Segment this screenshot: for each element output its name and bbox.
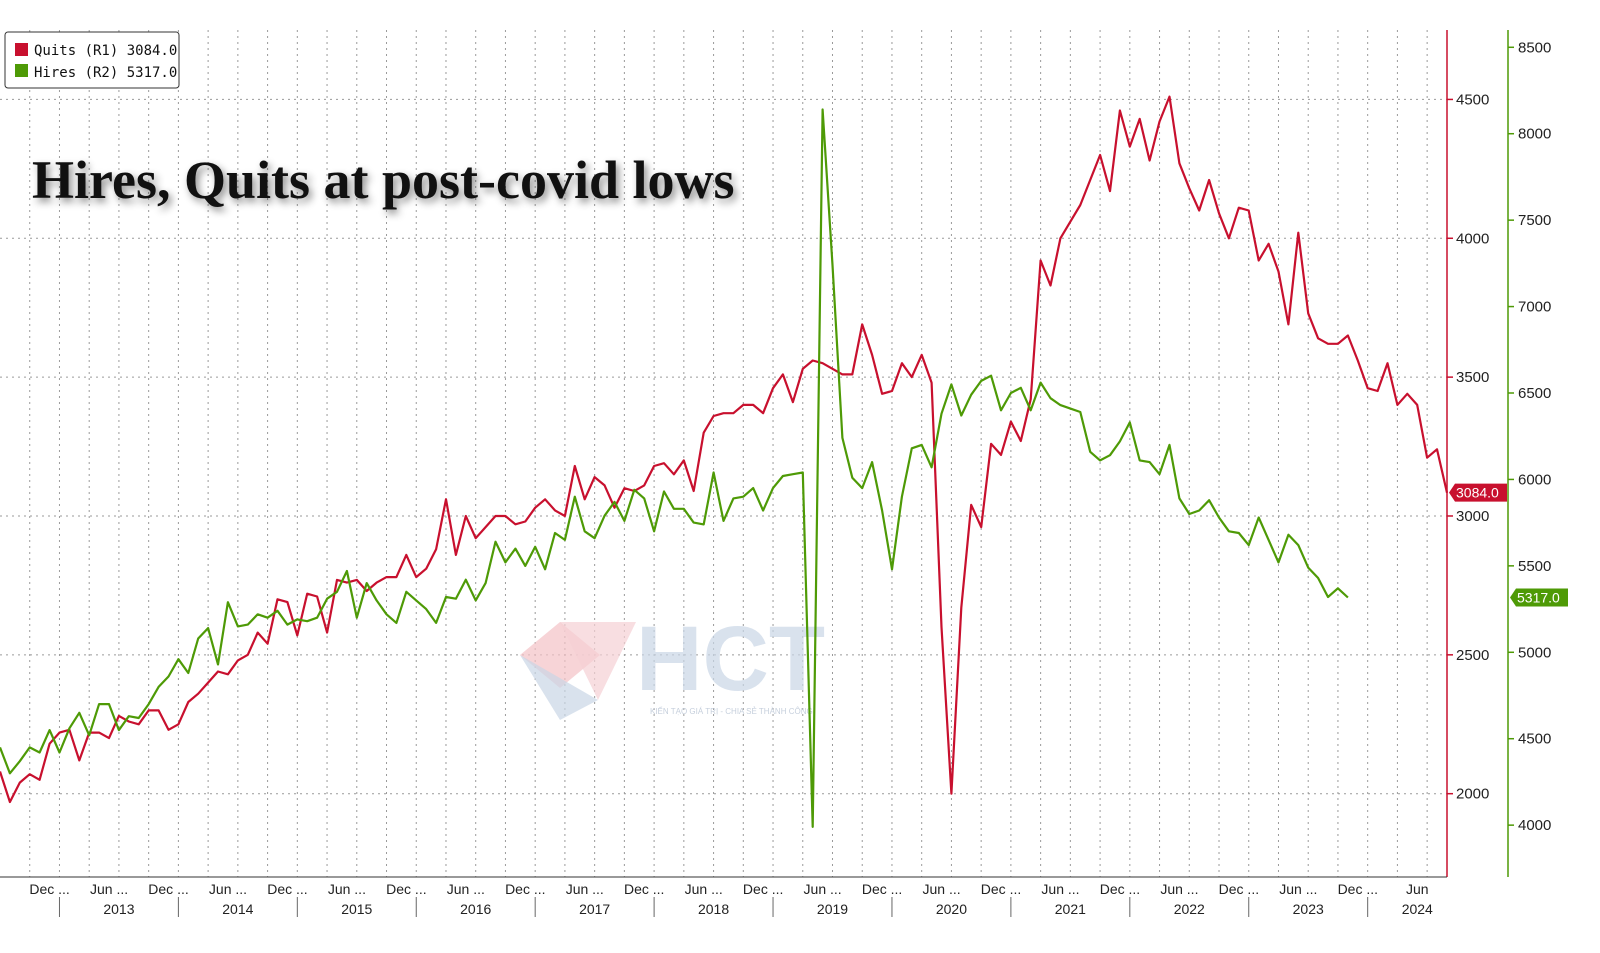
legend-box — [4, 31, 180, 89]
x-tick-label: Dec ... — [505, 881, 545, 897]
x-tick-label: Dec ... — [624, 881, 664, 897]
x-tick-label: Jun ... — [804, 881, 842, 897]
axis-r2-tick-label: 8500 — [1518, 39, 1551, 56]
legend-swatch-quits — [15, 43, 28, 56]
legend-swatch-hires — [15, 64, 28, 77]
series-layer — [0, 95, 1449, 829]
axis-r2-tick-label: 5000 — [1518, 644, 1551, 661]
x-tick-label: Dec ... — [1338, 881, 1378, 897]
x-tick-label: Dec ... — [981, 881, 1021, 897]
legend-label-quits: Quits (R1) 3084.0 — [34, 43, 177, 59]
legend-label-hires: Hires (R2) 5317.0 — [34, 65, 177, 81]
axis-r1-tick-label: 4000 — [1456, 230, 1489, 247]
x-year-label: 2019 — [817, 901, 848, 917]
quits-badge-label: 3084.0 — [1456, 485, 1499, 501]
x-tick-label: Jun ... — [209, 881, 247, 897]
x-tick-label: Dec ... — [862, 881, 902, 897]
watermark: HCT KIẾN TẠO GIÁ TRỊ - CHIA SẺ THÀNH CÔN… — [520, 608, 825, 720]
x-year-label: 2015 — [341, 901, 372, 917]
axis-r1-tick-label: 4500 — [1456, 91, 1489, 108]
x-tick-label: Dec ... — [1219, 881, 1259, 897]
x-tick-label: Jun ... — [90, 881, 128, 897]
x-tick-label: Jun ... — [685, 881, 723, 897]
x-year-label: 2014 — [222, 901, 253, 917]
quits-badge-shape — [1449, 483, 1507, 502]
x-tick-label: Dec ... — [29, 881, 69, 897]
x-year-label: 2024 — [1402, 901, 1433, 917]
x-tick-label: Jun ... — [1041, 881, 1079, 897]
hires-last-value-badge: 5317.0 — [1510, 588, 1568, 607]
axis-r1-tick-label: 3000 — [1456, 508, 1489, 525]
x-tick-label: Jun ... — [1279, 881, 1317, 897]
axis-r2-tick-label: 4500 — [1518, 731, 1551, 748]
x-year-label: 2013 — [103, 901, 134, 917]
axis-r2-tick-label: 6000 — [1518, 471, 1551, 488]
axis-r1-tick-label: 2000 — [1456, 786, 1489, 803]
quits-line — [0, 95, 1449, 804]
x-tick-label: Jun ... — [566, 881, 604, 897]
hires-line — [0, 108, 1349, 829]
x-year-label: 2020 — [936, 901, 967, 917]
x-tick-label: Dec ... — [386, 881, 426, 897]
axis-r2-tick-label: 8000 — [1518, 126, 1551, 143]
axis-r1-tick-label: 3500 — [1456, 369, 1489, 386]
x-tick-label: Jun — [1406, 881, 1429, 897]
watermark-tagline: KIẾN TẠO GIÁ TRỊ - CHIA SẺ THÀNH CÔNG — [650, 706, 813, 716]
x-tick-label: Dec ... — [267, 881, 307, 897]
hires-badge-label: 5317.0 — [1517, 589, 1560, 605]
gridlines — [0, 30, 1447, 877]
axis-r1-tick-label: 2500 — [1456, 647, 1489, 664]
x-tick-label: Jun ... — [922, 881, 960, 897]
x-year-label: 2021 — [1055, 901, 1086, 917]
watermark-text: HCT — [636, 608, 825, 710]
x-tick-label: Dec ... — [1100, 881, 1140, 897]
watermark-logo-shape-bottom — [520, 655, 598, 720]
x-tick-label: Dec ... — [743, 881, 783, 897]
axis-r2-tick-label: 7500 — [1518, 212, 1551, 229]
x-year-label: 2016 — [460, 901, 491, 917]
axes: 2000 2500 3000 3500 4000 4500 4000 4500 5000 5500… — [0, 30, 1568, 917]
axis-r2-tick-label: 5500 — [1518, 558, 1551, 575]
x-tick-label: Jun ... — [328, 881, 366, 897]
legend: Quits (R1) 3084.0 Hires (R2) 5317.0 — [4, 31, 180, 89]
x-tick-label: Jun ... — [447, 881, 485, 897]
hires-badge-shape — [1510, 588, 1568, 607]
axis-r2-tick-label: 6500 — [1518, 385, 1551, 402]
x-tick-label: Dec ... — [148, 881, 188, 897]
axis-r2-tick-label: 4000 — [1518, 817, 1551, 834]
quits-last-value-badge: 3084.0 — [1449, 483, 1507, 502]
axis-r2-tick-label: 7000 — [1518, 299, 1551, 316]
x-year-label: 2023 — [1293, 901, 1324, 917]
x-year-label: 2022 — [1174, 901, 1205, 917]
watermark-logo-shape-right — [560, 622, 636, 700]
chart-title: Hires, Quits at post-covid lows — [32, 150, 735, 210]
x-tick-label: Jun ... — [1160, 881, 1198, 897]
x-year-label: 2017 — [579, 901, 610, 917]
x-year-label: 2018 — [698, 901, 729, 917]
